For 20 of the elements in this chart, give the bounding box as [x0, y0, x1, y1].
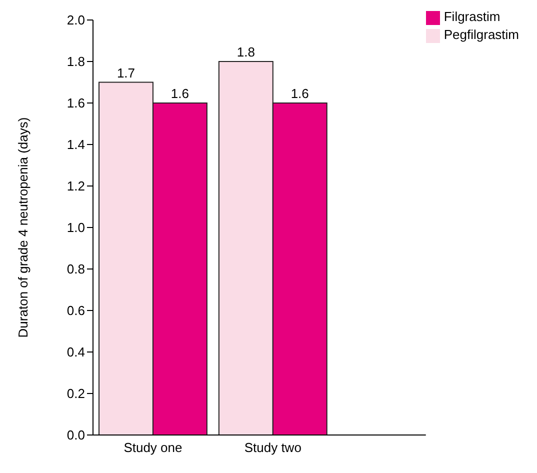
x-tick-label: Study one: [124, 440, 182, 456]
data-label: 1.8: [236, 44, 255, 60]
y-axis-title: Duraton of grade 4 neutropenia (days): [16, 117, 31, 338]
legend-label: Filgrastim: [444, 9, 500, 24]
y-tick-label: 1.8: [66, 54, 85, 70]
legend-label: Pegfilgrastim: [444, 27, 519, 42]
y-tick-label: 1.4: [66, 137, 85, 152]
y-tick-label: 1.2: [66, 178, 85, 194]
y-tick-label: 0.6: [66, 303, 85, 318]
data-label: 1.6: [290, 86, 309, 101]
data-label: 1.6: [170, 86, 189, 101]
y-tick-label: 1.0: [66, 220, 85, 236]
y-tick-label: 0.2: [66, 386, 85, 402]
y-tick-label: 1.6: [66, 96, 85, 111]
y-tick-label: 2.0: [66, 12, 85, 28]
y-tick-label: 0.0: [66, 428, 85, 443]
x-tick-label: Study two: [244, 440, 302, 456]
y-tick-label: 0.8: [66, 262, 85, 277]
data-label: 1.7: [116, 65, 136, 80]
y-tick-label: 0.4: [66, 344, 85, 360]
